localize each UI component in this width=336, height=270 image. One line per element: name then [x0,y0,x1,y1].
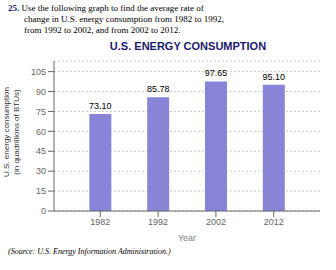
svg-text:85.78: 85.78 [147,84,170,94]
svg-text:90: 90 [36,87,46,97]
html-text:from 1992 to 2002, and from 20: from 1992 to 2002, and from 2002 to 2012… [24,25,181,35]
svg-text:U.S. energy consumption(in qua: U.S. energy consumption(in quadrillions … [8,87,21,177]
svg-text:1992: 1992 [148,217,168,227]
svg-text:45: 45 [36,146,46,156]
svg-text:105: 105 [31,67,46,77]
svg-text:0: 0 [41,206,46,216]
html-text:(Source: U.S. Energy Informati: (Source: U.S. Energy Information Adminis… [8,247,171,256]
svg-text:Year: Year [178,233,196,243]
svg-text:2012: 2012 [264,217,284,227]
svg-text:95.10: 95.10 [263,72,286,82]
svg-text:73.10: 73.10 [89,101,112,111]
svg-text:60: 60 [36,127,46,137]
svg-text:75: 75 [36,107,46,117]
svg-text:15: 15 [36,186,46,196]
html-text:25. Use the following graph to: 25. Use the following graph to find the … [8,3,204,13]
svg-text:1982: 1982 [90,217,110,227]
svg-text:2002: 2002 [206,217,226,227]
html-text:change in U.S. energy consumpt: change in U.S. energy consumption from 1… [24,14,225,24]
html-text:U.S. ENERGY CONSUMPTION: U.S. ENERGY CONSUMPTION [109,40,267,52]
svg-text:30: 30 [36,166,46,176]
svg-text:97.65: 97.65 [205,68,228,78]
